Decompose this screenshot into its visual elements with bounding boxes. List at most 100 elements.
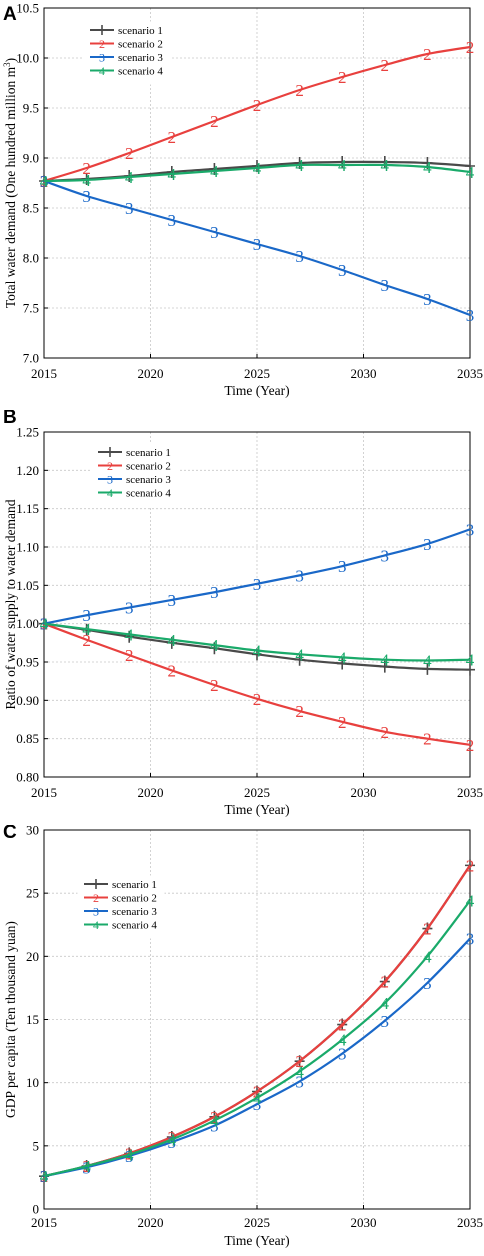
y-tick-label: 15 bbox=[26, 1012, 39, 1027]
data-point: 4 bbox=[40, 1167, 49, 1186]
y-tick-label: 1.00 bbox=[16, 616, 39, 631]
legend-entry: 2 scenario 2 bbox=[84, 891, 157, 905]
data-point: 2 bbox=[40, 1167, 49, 1186]
series-line bbox=[43, 179, 471, 317]
y-axis-label: Total water demand (One hundred million … bbox=[2, 58, 18, 308]
legend-label: scenario 2 bbox=[126, 460, 171, 472]
legend-marker: 2 bbox=[99, 37, 105, 51]
data-point: 2 bbox=[253, 690, 262, 709]
data-point bbox=[166, 166, 177, 178]
legend-marker: 2 bbox=[107, 459, 113, 473]
y-tick-label: 0.80 bbox=[16, 770, 39, 785]
data-point: 2 bbox=[82, 631, 91, 650]
y-tick-label: 25 bbox=[26, 886, 39, 901]
data-point: 2 bbox=[210, 1108, 219, 1127]
x-axis-label: Time (Year) bbox=[224, 802, 289, 817]
data-point: 4 bbox=[338, 1031, 347, 1050]
data-point: 3 bbox=[168, 211, 177, 230]
data-point: 2 bbox=[381, 723, 390, 742]
data-point: 4 bbox=[423, 651, 432, 670]
x-tick-label: 2030 bbox=[351, 785, 377, 800]
legend-marker: 3 bbox=[107, 473, 113, 487]
data-point: 4 bbox=[168, 631, 177, 650]
data-point: 3 bbox=[253, 575, 262, 594]
x-tick-label: 2015 bbox=[31, 785, 57, 800]
data-point: 3 bbox=[168, 1133, 177, 1152]
y-tick-label: 9.5 bbox=[23, 101, 39, 116]
y-tick-label: 9.0 bbox=[23, 151, 39, 166]
data-point: 4 bbox=[381, 156, 390, 175]
data-point: 3 bbox=[82, 606, 91, 625]
data-point: 3 bbox=[168, 591, 177, 610]
data-point: 3 bbox=[295, 1072, 304, 1091]
y-tick-label: 20 bbox=[26, 949, 39, 964]
data-point: 2 bbox=[210, 676, 219, 695]
y-tick-label: 0 bbox=[33, 1202, 40, 1217]
data-point: 3 bbox=[466, 520, 475, 539]
data-point: 3 bbox=[82, 187, 91, 206]
data-point bbox=[294, 157, 305, 169]
data-point: 3 bbox=[253, 235, 262, 254]
legend-label: scenario 1 bbox=[112, 879, 157, 891]
legend-label: scenario 3 bbox=[112, 906, 157, 918]
data-point: 3 bbox=[210, 223, 219, 242]
data-point: 3 bbox=[466, 930, 475, 949]
data-point: 3 bbox=[125, 599, 134, 618]
y-tick-label: 5 bbox=[33, 1138, 40, 1153]
y-tick-label: 1.15 bbox=[16, 501, 39, 516]
y-axis-label-close: ) bbox=[3, 58, 18, 63]
data-point: 2 bbox=[295, 81, 304, 100]
data-point: 3 bbox=[125, 199, 134, 218]
data-point: 3 bbox=[423, 974, 432, 993]
data-point: 3 bbox=[40, 172, 49, 191]
data-point: 3 bbox=[210, 583, 219, 602]
x-tick-label: 2035 bbox=[457, 1215, 483, 1230]
legend-label: scenario 2 bbox=[112, 892, 157, 904]
legend-marker: 3 bbox=[99, 51, 105, 65]
x-tick-label: 2015 bbox=[31, 1215, 57, 1230]
x-tick-label: 2030 bbox=[351, 366, 377, 381]
data-point: 3 bbox=[82, 1158, 91, 1177]
data-point: 4 bbox=[381, 994, 390, 1013]
data-point: 4 bbox=[466, 651, 475, 670]
data-point: 2 bbox=[168, 128, 177, 147]
series-line bbox=[43, 622, 471, 662]
data-point: 2 bbox=[210, 112, 219, 131]
panel-letter: A bbox=[3, 4, 17, 25]
panel-b: B 2015 2020 2025 2030 2035 0.80 0.85 0.90 0.95 1.0… bbox=[0, 407, 484, 820]
data-point: 3 bbox=[466, 306, 475, 325]
data-point: 2 bbox=[125, 144, 134, 163]
data-point: 2 bbox=[338, 68, 347, 87]
data-point: 2 bbox=[466, 856, 475, 875]
legend-marker: 4 bbox=[99, 64, 105, 78]
data-point: 2 bbox=[381, 56, 390, 75]
x-tick-label: 2030 bbox=[351, 1215, 377, 1230]
data-point bbox=[465, 859, 475, 872]
data-point bbox=[252, 160, 262, 172]
x-tick-label: 2025 bbox=[244, 366, 270, 381]
grid bbox=[44, 8, 470, 358]
data-point: 4 bbox=[423, 158, 432, 177]
data-point: 3 bbox=[338, 1045, 347, 1064]
data-point: 2 bbox=[82, 159, 91, 178]
data-point: 4 bbox=[168, 1131, 177, 1150]
series-line bbox=[43, 45, 471, 183]
y-tick-label: 1.10 bbox=[16, 540, 39, 555]
x-tick-label: 2020 bbox=[138, 785, 164, 800]
data-point: 3 bbox=[338, 261, 347, 280]
data-point: 4 bbox=[210, 162, 219, 181]
chart-b: B 2015 2020 2025 2030 2035 0.80 0.85 0.90 0.95 1.0… bbox=[3, 407, 483, 817]
data-point bbox=[337, 657, 348, 670]
series-3: 3 3 3 3 3 3 3 3 3 3 3 bbox=[40, 930, 475, 1187]
legend-label: scenario 2 bbox=[118, 38, 163, 50]
legend-label: scenario 1 bbox=[126, 447, 171, 459]
data-point: 4 bbox=[295, 645, 304, 664]
data-point: 4 bbox=[423, 947, 432, 966]
data-point: 3 bbox=[40, 1167, 49, 1186]
data-point: 2 bbox=[466, 736, 475, 755]
x-tick-label: 2020 bbox=[138, 1215, 164, 1230]
data-point: 2 bbox=[168, 661, 177, 680]
series-line bbox=[43, 163, 471, 183]
legend-entry: 3 scenario 3 bbox=[90, 51, 163, 65]
